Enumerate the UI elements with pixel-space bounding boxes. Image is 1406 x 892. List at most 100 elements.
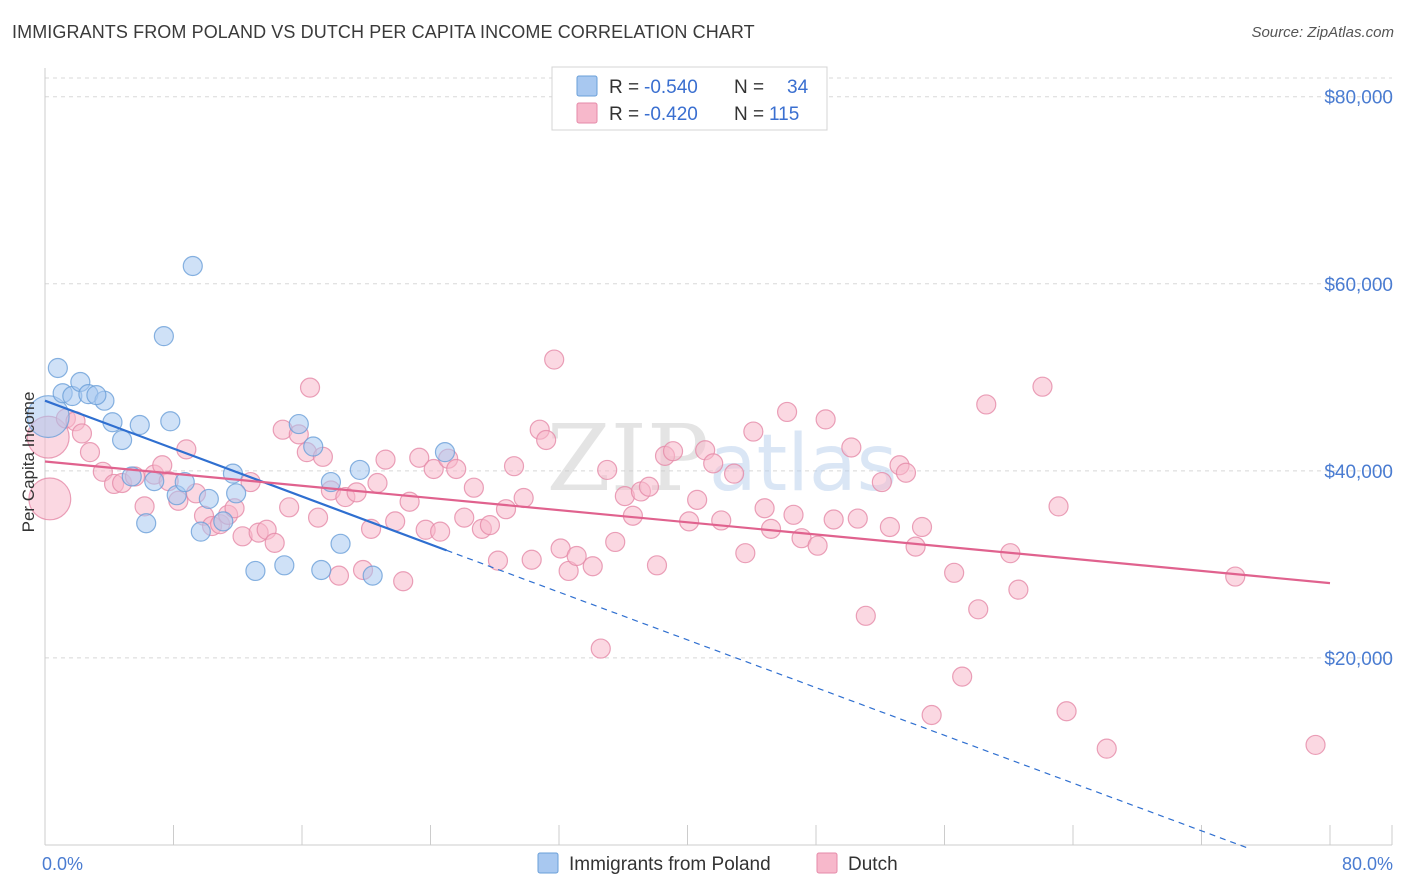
legend-pink-r-value: -0.420 (644, 104, 698, 125)
dutch-point (71, 423, 93, 444)
dutch-point (1048, 496, 1069, 517)
dutch-point (393, 571, 414, 592)
dutch-point (544, 349, 565, 370)
poland-point (198, 488, 219, 510)
dutch-point (895, 462, 917, 483)
dutch-point (513, 487, 534, 509)
dutch-point (367, 472, 388, 494)
poland-trend-line (44, 399, 447, 552)
poland-point (129, 414, 150, 436)
dutch-point (495, 499, 517, 520)
dutch-point (446, 458, 467, 480)
dutch-point (807, 535, 828, 556)
poland-point (311, 559, 332, 581)
dutch-point (487, 550, 509, 571)
y-tick-label: $60,000 (1324, 275, 1393, 296)
poland-point (288, 413, 309, 435)
trend-lines (44, 399, 1331, 850)
series-legend-poland-label: Immigrants from Poland (569, 854, 771, 875)
poland-point (190, 521, 211, 542)
dutch-point (879, 516, 900, 538)
y-axis-label: Per Capita Income (19, 392, 38, 533)
dutch-point (776, 401, 798, 423)
poland-point (303, 436, 324, 457)
dutch-point (423, 458, 444, 480)
legend-blue-r-value: -0.540 (644, 77, 698, 98)
dutch-point (79, 442, 101, 463)
dutch-point (871, 471, 892, 493)
legend-pink-n-value: 115 (769, 104, 799, 125)
poland-point (144, 471, 165, 492)
y-tick-label: $20,000 (1324, 649, 1393, 670)
dutch-point (264, 532, 285, 553)
dutch-point (1225, 566, 1246, 587)
source-label: Source: ZipAtlas.com (1251, 24, 1394, 41)
dutch-point (1008, 579, 1029, 600)
dutch-point (597, 459, 618, 481)
dutch-point (952, 666, 973, 687)
poland-point (111, 429, 133, 451)
dutch-point (687, 489, 708, 510)
dutch-point (968, 599, 989, 620)
poland-point (86, 384, 107, 406)
dutch-point (307, 507, 329, 528)
dutch-point (279, 497, 300, 518)
dutch-point (566, 545, 587, 567)
legend-blue-n-label: N = (734, 77, 764, 98)
y-tick-label: $80,000 (1324, 88, 1393, 109)
dutch-point (703, 453, 724, 474)
legend-blue-r-label: R = (609, 77, 639, 98)
dutch-point (735, 543, 756, 564)
dutch-point (905, 536, 926, 557)
dutch-point (454, 507, 475, 528)
poland-point (362, 565, 383, 586)
y-tick-label: $40,000 (1324, 462, 1393, 483)
dutch-point (723, 463, 745, 484)
legend-pink-n-label: N = (734, 104, 764, 125)
dutch-point (815, 409, 836, 430)
dutch-point (944, 562, 965, 583)
dutch-point (590, 638, 611, 659)
dutch-point (375, 449, 396, 470)
dutch-point (1032, 376, 1053, 397)
dutch-point (638, 476, 660, 497)
poland-trend-extension (446, 549, 1250, 850)
dutch-point (521, 549, 542, 570)
series-legend-dutch-swatch (816, 852, 838, 874)
dutch-point (328, 565, 350, 586)
poland-point (136, 513, 157, 534)
dutch-point (911, 516, 933, 538)
dutch-point (28, 477, 72, 521)
dutch-point (605, 531, 626, 553)
dutch-point (299, 377, 321, 398)
poland-point (182, 255, 203, 277)
dutch-point (1096, 738, 1117, 759)
poland-point (226, 483, 247, 504)
poland-point (121, 466, 142, 487)
poland-point (274, 555, 295, 576)
legend-pink-r-label: R = (609, 104, 639, 125)
dutch-point (823, 509, 844, 530)
x-tick-label-max: 80.0% (1342, 854, 1393, 874)
dutch-point (1305, 734, 1326, 756)
legend-box (551, 66, 828, 131)
dutch-point (921, 704, 942, 726)
poland-point (174, 471, 195, 493)
legend-pink-swatch (576, 102, 598, 124)
dutch-point (409, 447, 430, 468)
poland-point (213, 511, 234, 532)
x-tick-label-min: 0.0% (42, 854, 83, 874)
dutch-point (479, 515, 501, 536)
dutch-point (743, 421, 764, 442)
dutch-point (783, 504, 804, 525)
dutch-point (503, 456, 525, 477)
series-legend-poland-swatch (537, 852, 559, 874)
poland-point (434, 442, 456, 463)
series-legend-dutch-label: Dutch (848, 854, 898, 875)
dutch-point (134, 496, 155, 517)
dutch-point (662, 441, 684, 462)
dutch-point (855, 605, 876, 626)
dutch-point (463, 477, 484, 498)
dutch-point (430, 521, 451, 542)
